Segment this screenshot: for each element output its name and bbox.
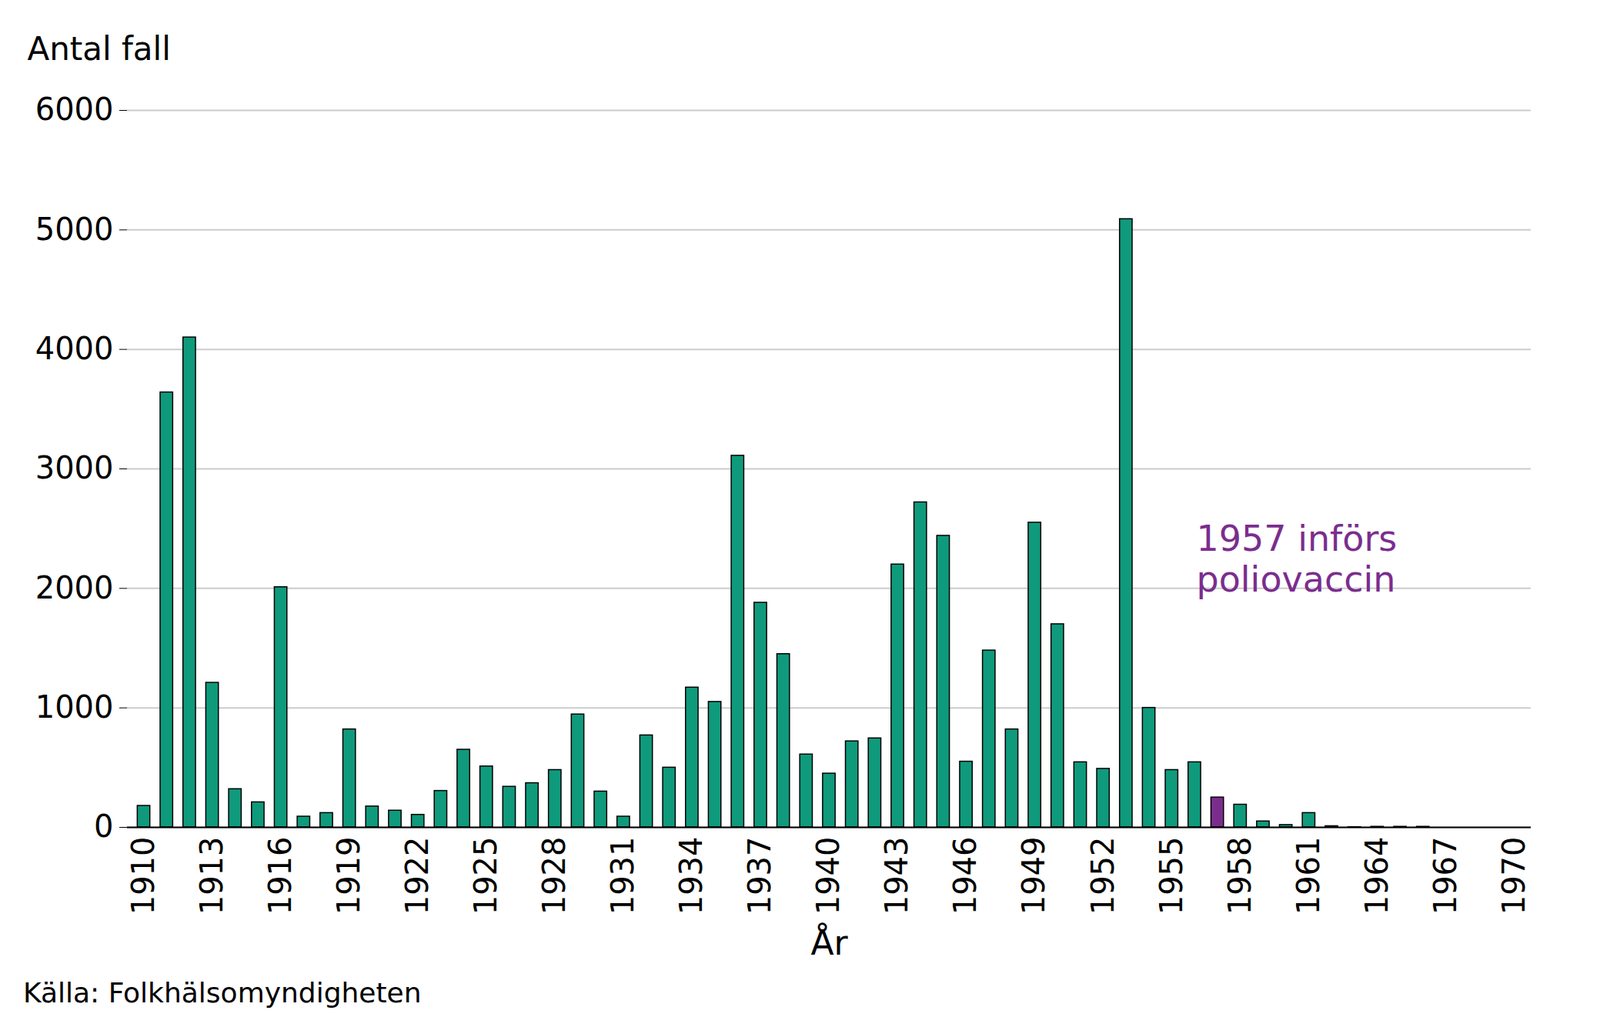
svg-text:1913: 1913 [193,837,230,916]
svg-text:1957 införspoliovaccin: 1957 införspoliovaccin [1196,517,1398,601]
svg-text:1919: 1919 [330,837,367,916]
svg-text:1940: 1940 [810,837,846,916]
svg-text:1931: 1931 [604,837,641,916]
svg-text:2000: 2000 [35,570,114,606]
svg-text:1958: 1958 [1222,837,1258,916]
svg-text:1949: 1949 [1015,837,1052,916]
svg-text:År: År [810,922,849,963]
svg-text:1961: 1961 [1290,837,1327,916]
svg-text:1916: 1916 [262,837,298,916]
svg-text:1937: 1937 [741,837,778,916]
svg-text:1946: 1946 [947,837,983,916]
svg-text:3000: 3000 [35,450,114,486]
svg-text:1934: 1934 [673,837,709,916]
svg-text:1952: 1952 [1084,837,1120,916]
svg-text:6000: 6000 [35,91,114,127]
svg-text:1000: 1000 [35,689,114,725]
svg-text:1910: 1910 [125,837,161,916]
svg-text:1928: 1928 [536,837,572,916]
svg-text:1955: 1955 [1153,837,1190,916]
svg-text:5000: 5000 [35,211,114,248]
svg-text:1922: 1922 [399,837,435,916]
svg-text:1943: 1943 [878,837,915,916]
svg-text:1964: 1964 [1359,837,1395,916]
svg-text:1970: 1970 [1496,837,1532,916]
html-text:Källa: Folkhälsomyndigheten: Källa: Folkhälsomyndigheten [23,977,422,1009]
svg-text:4000: 4000 [35,330,114,367]
svg-text:0: 0 [93,808,114,845]
svg-text:Antal fall: Antal fall [27,30,171,68]
svg-text:1967: 1967 [1427,837,1464,916]
svg-text:1925: 1925 [467,837,504,916]
